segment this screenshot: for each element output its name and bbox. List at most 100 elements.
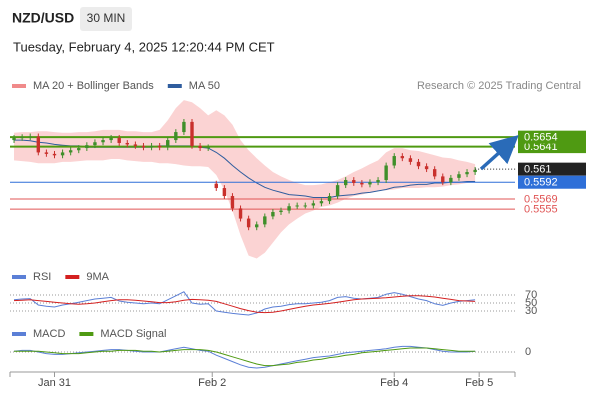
candle-body — [457, 174, 461, 178]
trend-arrow — [479, 134, 519, 171]
candle-body — [295, 205, 299, 207]
x-tick-label: Jan 31 — [38, 377, 71, 389]
symbol: NZD/USD — [12, 10, 74, 26]
indicator-line — [13, 291, 476, 316]
candle-body — [432, 169, 437, 177]
legend-label: MA 20 + Bollinger Bands — [33, 80, 154, 92]
candle-body — [335, 185, 340, 197]
panels: MA 20 + Bollinger Bands MA 50 0.56410.5654… — [9, 80, 586, 389]
legend-swatch — [167, 84, 182, 88]
level-box — [518, 175, 586, 189]
legend-swatch — [12, 84, 26, 88]
y-tick-label: 70 — [525, 289, 537, 301]
legend-swatch — [12, 275, 26, 279]
legend-swatch — [65, 275, 80, 279]
x-tick-label: Feb 2 — [198, 377, 226, 389]
level-box — [518, 130, 586, 144]
level-label: 0.5654 — [524, 132, 558, 144]
candle-body — [206, 147, 210, 149]
candle-body — [28, 136, 32, 138]
candle-body — [416, 161, 421, 167]
indicator-line — [14, 347, 476, 367]
candle-body — [279, 210, 283, 213]
legend-label: RSI — [33, 271, 51, 283]
candle-body — [392, 156, 396, 166]
candle-body — [263, 216, 267, 225]
candle-body — [166, 140, 170, 148]
legend-label: MACD Signal — [100, 328, 166, 340]
candle-body — [125, 142, 129, 145]
x-tick-label: Feb 5 — [465, 377, 493, 389]
candle-body — [424, 166, 429, 170]
candle-body — [60, 152, 65, 156]
candle-body — [77, 148, 81, 151]
candle-body — [441, 176, 445, 183]
candle-body — [44, 152, 49, 154]
candle-body — [101, 140, 105, 143]
candle-body — [246, 218, 251, 228]
candle-body — [238, 208, 243, 219]
candle-body — [352, 180, 356, 183]
candle-body — [149, 145, 154, 148]
legend-label: 9MA — [86, 271, 109, 283]
candle-body — [255, 224, 259, 228]
candle-body — [465, 172, 469, 175]
level-box — [518, 162, 586, 176]
level-label: 0.5569 — [524, 193, 558, 205]
y-tick-label: 30 — [525, 305, 537, 317]
candle-body — [222, 188, 227, 197]
x-tick-label: Feb 4 — [380, 377, 408, 389]
candle-body — [20, 137, 24, 139]
credit: Research © 2025 Trading Central — [417, 80, 581, 92]
legend-label: MACD — [33, 328, 65, 340]
candle-body — [360, 182, 364, 185]
candle-body — [141, 145, 146, 148]
candle-body — [230, 196, 235, 209]
level-label: 0.5555 — [524, 204, 558, 216]
candle-body — [214, 183, 218, 189]
timeframe: 30 MIN — [87, 11, 126, 25]
candle-body — [68, 150, 73, 153]
candle-body — [408, 158, 413, 162]
candle-body — [109, 137, 113, 141]
candle-body — [190, 121, 194, 146]
candle-body — [344, 180, 348, 186]
timeframe-box — [80, 7, 132, 31]
candle-body — [449, 177, 453, 183]
legend-swatch — [79, 332, 94, 336]
candle-body — [12, 137, 16, 141]
candle-body — [271, 212, 275, 217]
candle-body — [198, 145, 202, 149]
candle-body — [117, 137, 121, 143]
candle-body — [133, 144, 138, 146]
candle-body — [400, 156, 405, 159]
candle-body — [319, 201, 324, 204]
legend-swatch — [12, 332, 26, 336]
candle-body — [376, 180, 380, 183]
y-tick-label: 0 — [525, 346, 531, 358]
indicator-line — [13, 295, 476, 314]
bollinger-band — [14, 100, 476, 259]
level-label: 0.5641 — [524, 141, 558, 153]
level-label: 0.5592 — [524, 177, 558, 189]
candle-body — [303, 205, 307, 207]
candle-body — [157, 145, 162, 148]
candle-body — [85, 145, 89, 149]
candle-body — [368, 182, 372, 185]
candle-body — [174, 132, 178, 141]
candle-body — [311, 203, 316, 206]
candle-body — [36, 136, 41, 153]
level-label: 0.561 — [524, 164, 552, 176]
candle-body — [182, 121, 186, 133]
candle-body — [327, 196, 332, 202]
candle-body — [384, 165, 388, 181]
candle-body — [52, 153, 57, 156]
timestamp: Tuesday, February 4, 2025 12:20:44 PM CE… — [13, 39, 275, 54]
candle-body — [473, 169, 477, 173]
candle-body — [93, 142, 97, 146]
candle-body — [287, 206, 291, 211]
y-tick-label: 50 — [525, 297, 537, 309]
legend-label: MA 50 — [189, 80, 220, 92]
